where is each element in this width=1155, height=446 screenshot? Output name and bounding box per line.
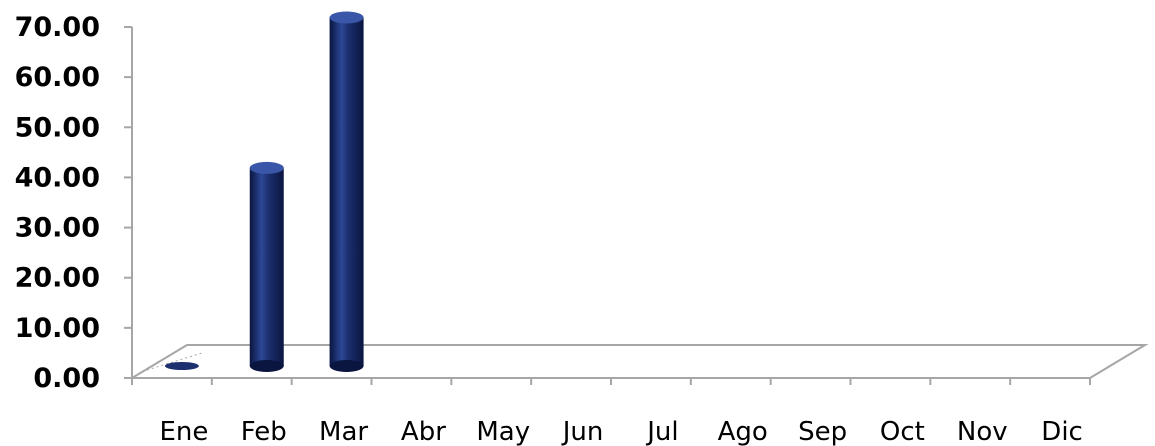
- bar-top: [249, 161, 284, 174]
- bar-base: [329, 360, 364, 372]
- x-category-label: Abr: [401, 417, 446, 446]
- x-category-label: Nov: [957, 417, 1008, 446]
- bar-base: [249, 360, 284, 372]
- x-category-label: Ene: [159, 417, 208, 446]
- x-category-label: Dic: [1041, 417, 1083, 446]
- y-tick-label: 0.00: [33, 363, 100, 394]
- y-tick-label: 60.00: [15, 62, 100, 93]
- y-tick-label: 30.00: [15, 213, 100, 244]
- y-tick-label: 50.00: [15, 112, 100, 143]
- x-category-label: May: [476, 417, 530, 446]
- x-category-label: Jul: [645, 417, 678, 446]
- x-category-label: Oct: [880, 417, 925, 446]
- bar-body: [249, 167, 284, 366]
- bar-top: [329, 11, 364, 24]
- floor-plane-outline: [128, 344, 1149, 379]
- bar-body: [329, 17, 364, 367]
- floor-plane: [128, 344, 1149, 379]
- bar-mar: [329, 11, 364, 372]
- bar-feb: [249, 161, 284, 372]
- x-axis: [131, 378, 1091, 385]
- x-category-label: Ago: [718, 417, 768, 446]
- bar-ene: [164, 362, 199, 370]
- x-category-label: Feb: [241, 417, 287, 446]
- bars: [164, 11, 364, 372]
- y-tick-label: 70.00: [15, 12, 100, 43]
- y-tick-label: 10.00: [15, 313, 100, 344]
- bar-disc: [164, 362, 199, 370]
- y-tick-label: 20.00: [15, 263, 100, 294]
- category-labels: Ene Feb Mar Abr May Jun Jul Ago Sep Oct Nov Dic: [159, 417, 1082, 446]
- y-axis: 0.00 10.00 20.00 30.00 40.00 50.00 60.00 70.00: [15, 12, 133, 394]
- x-category-label: Sep: [798, 417, 847, 446]
- y-tick-label: 40.00: [15, 162, 100, 193]
- x-category-label: Mar: [319, 417, 368, 446]
- x-category-label: Jun: [561, 417, 604, 446]
